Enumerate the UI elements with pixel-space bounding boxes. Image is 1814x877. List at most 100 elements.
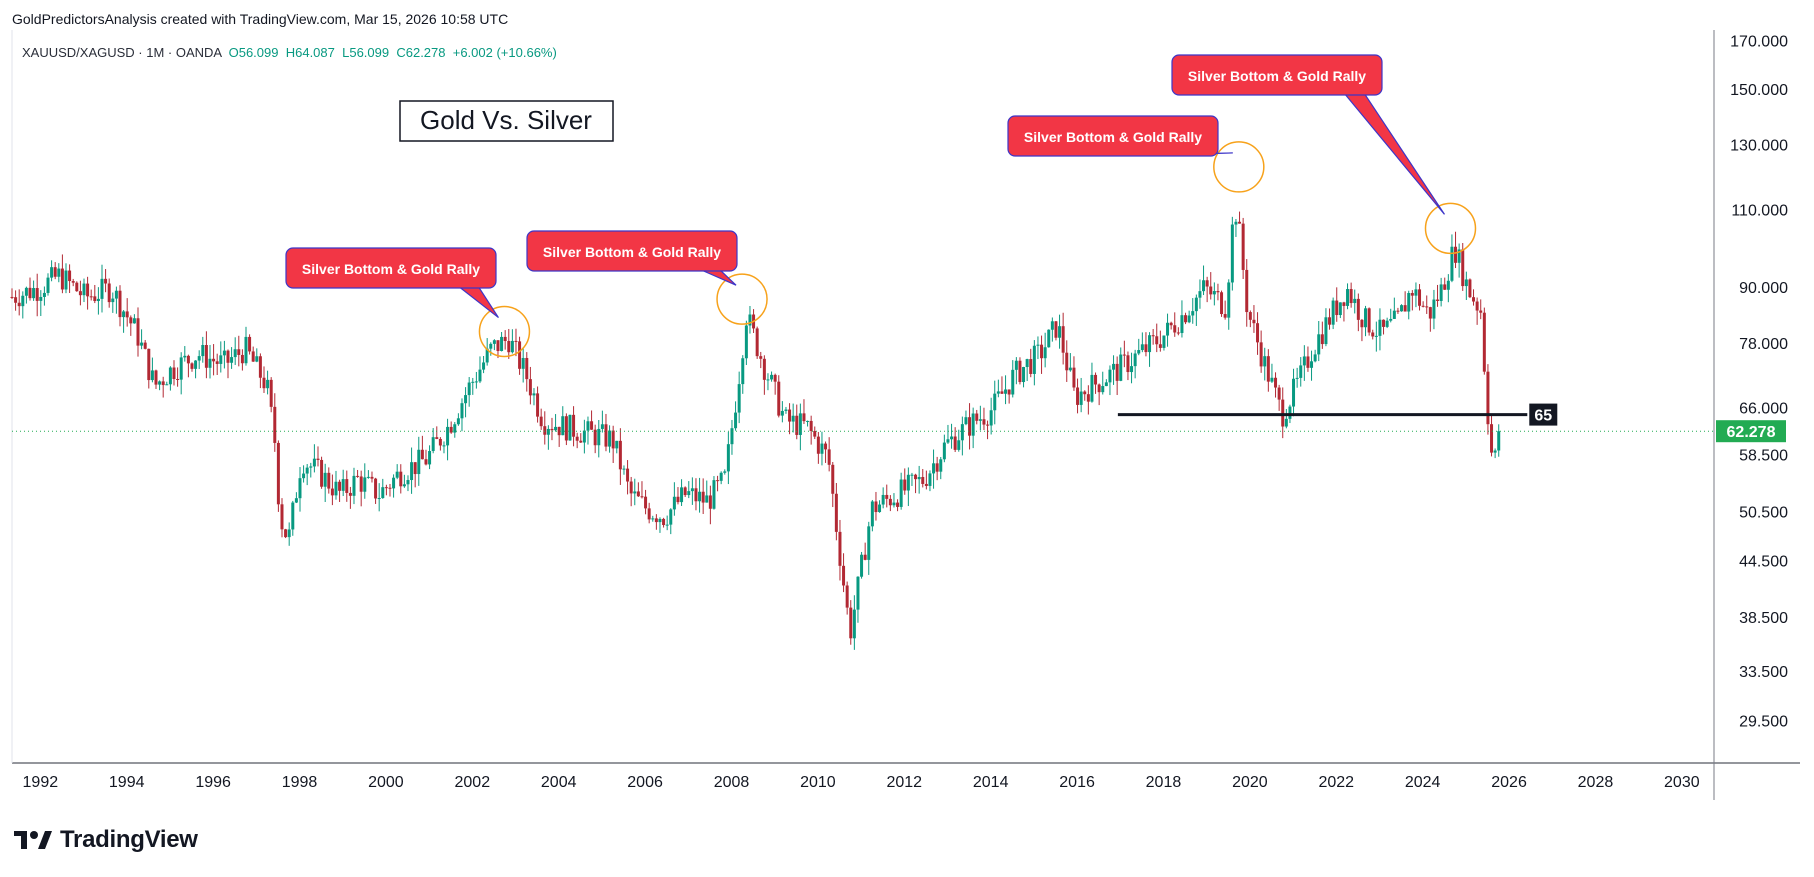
x-tick-label: 2006 (627, 774, 663, 791)
candle (1320, 321, 1324, 349)
candle (1097, 383, 1101, 406)
y-tick-label: 50.500 (1739, 505, 1788, 522)
candle (802, 399, 806, 425)
candle (89, 289, 93, 301)
candle (233, 337, 237, 365)
candle (1248, 310, 1252, 328)
candle (161, 376, 165, 398)
candle (975, 409, 979, 425)
y-tick-label: 33.500 (1739, 664, 1788, 681)
candle (842, 553, 846, 593)
candle (1281, 387, 1285, 439)
callout-pointer (456, 285, 499, 319)
tradingview-logo[interactable]: TradingView (14, 826, 198, 854)
candle (442, 441, 446, 454)
candle (1436, 284, 1440, 307)
candle (759, 351, 763, 369)
candle (1029, 348, 1033, 378)
candle (633, 478, 637, 506)
candle (579, 433, 583, 443)
candle (1230, 216, 1234, 291)
candle (118, 285, 122, 327)
candle (1306, 346, 1310, 372)
candle (352, 467, 356, 505)
x-tick-label: 2012 (886, 774, 922, 791)
candle (770, 371, 774, 382)
candle (950, 423, 954, 449)
candle (824, 441, 828, 463)
candle (1144, 332, 1148, 357)
y-tick-label: 90.000 (1739, 280, 1788, 297)
candle (615, 440, 619, 454)
candle (1061, 312, 1065, 365)
candle (910, 472, 914, 486)
candle (618, 428, 622, 485)
candle (575, 432, 579, 449)
candle (35, 273, 39, 317)
candle (330, 474, 334, 506)
y-tick-label: 29.500 (1739, 713, 1788, 730)
y-tick-label: 130.000 (1730, 137, 1788, 154)
candle (1158, 330, 1162, 352)
candle (546, 425, 550, 450)
price-axis[interactable]: 170.000 150.000 130.000 110.000 90.000 78.000… (1730, 33, 1788, 730)
candle (395, 464, 399, 480)
symbol-name[interactable]: XAUUSD/XAGUSD · 1M · OANDA (22, 45, 222, 60)
candle (1151, 328, 1155, 345)
candle (366, 470, 370, 479)
candle (1450, 234, 1454, 283)
candle (1083, 390, 1087, 401)
candle (712, 476, 716, 510)
candle (489, 342, 493, 356)
candle (611, 425, 615, 463)
candle (827, 437, 831, 472)
candle (903, 468, 907, 495)
candle (129, 315, 133, 336)
candle (428, 445, 432, 470)
candle (1040, 335, 1044, 374)
candle (741, 355, 745, 394)
candle (1302, 345, 1306, 381)
candle (1065, 340, 1069, 382)
candle (276, 440, 280, 512)
candle (284, 528, 288, 539)
candle (1101, 371, 1105, 395)
candle (582, 419, 586, 454)
last-price-marker: 62.278 (12, 420, 1786, 443)
candle (507, 328, 511, 359)
candle (561, 406, 565, 436)
candle (881, 487, 885, 509)
candle (262, 366, 266, 393)
candle (1072, 356, 1076, 391)
candle (1454, 231, 1458, 269)
candle (1166, 313, 1170, 347)
candle (1133, 349, 1137, 379)
candle (460, 398, 464, 432)
candle (503, 330, 507, 350)
candle (125, 298, 129, 327)
candle (1086, 385, 1090, 415)
candle (989, 397, 993, 435)
candle (201, 336, 205, 363)
candle (194, 360, 198, 379)
candle (1119, 347, 1123, 382)
candle (791, 403, 795, 433)
candle (39, 290, 43, 317)
time-axis[interactable]: 1992 1994 1996 1998 2000 2002 2004 2006 2008 2010… (23, 774, 1700, 791)
candle (474, 371, 478, 389)
candle (1180, 300, 1184, 338)
chart-title: Gold Vs. Silver (420, 105, 592, 135)
x-tick-label: 2024 (1405, 774, 1441, 791)
candle (147, 348, 151, 389)
candle (1331, 297, 1335, 330)
candle (154, 369, 158, 389)
candle (438, 437, 442, 451)
candle (539, 408, 543, 430)
candle (780, 401, 784, 423)
candle (532, 388, 536, 406)
callout-pointer (1342, 92, 1445, 215)
candle (424, 449, 428, 466)
candle (1472, 289, 1476, 306)
candle (888, 495, 892, 512)
